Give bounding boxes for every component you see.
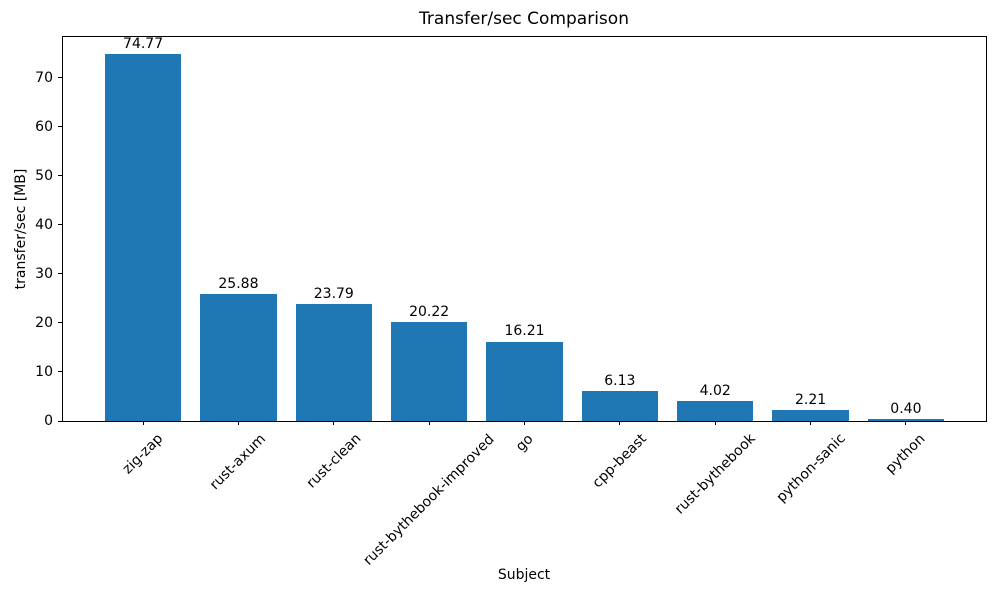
y-axis-tick [58,77,63,79]
bar-value-label: 2.21 [794,392,827,409]
x-axis-tick [142,421,144,425]
y-axis-tick [58,420,63,422]
bar [391,321,468,421]
bar [581,390,658,421]
x-axis-tick [810,421,812,425]
x-tick-label: go [512,430,537,455]
x-tick-label: rust-bythebook [671,431,759,518]
x-axis-tick [905,421,907,425]
y-tick-label: 30 [35,265,53,282]
x-tick-label: python [882,431,929,477]
bar [677,401,754,421]
bar-value-label: 4.02 [699,383,731,400]
y-axis-label: transfer/sec [MB] [13,168,29,290]
bar [200,294,277,421]
y-tick-label: 70 [35,69,53,86]
y-tick-label: 40 [35,216,53,233]
bar [867,419,945,421]
y-axis-tick [58,126,63,128]
bar-value-label: 6.13 [604,372,636,389]
bar-value-label: 20.22 [409,303,450,320]
bar [295,304,372,421]
bar-value-label: 16.21 [504,323,545,340]
y-axis-tick [58,224,63,226]
y-axis-tick [58,273,63,275]
x-tick-label: rust-axum [207,431,270,494]
x-axis-tick [524,421,525,425]
x-axis-tick [428,421,430,425]
x-tick-label: cpp-beast [589,430,651,492]
bar [772,410,849,421]
x-axis-tick [237,421,239,425]
y-tick-label: 20 [35,314,53,331]
x-tick-label: rust-clean [303,430,365,492]
bar [486,341,563,421]
bar-value-label: 23.79 [313,286,354,303]
x-axis-label: Subject [497,567,551,583]
y-tick-label: 60 [35,118,53,135]
bar [104,54,182,421]
x-axis-tick [714,421,716,425]
y-tick-label: 50 [35,167,53,184]
bar-value-label: 25.88 [218,276,259,292]
y-tick-label: 0 [44,413,53,429]
chart-title: Transfer/sec Comparison [419,9,629,29]
plot-area: 0 10 20 30 40 50 60 70 74.77 zig-zap 25.88 rust-axu… [35,36,987,568]
bar-value-label: 74.77 [123,36,164,53]
x-tick-label: rust-bythebook-improved [360,431,498,569]
x-tick-label: zig-zap [119,431,167,478]
bar-value-label: 0.40 [890,400,922,417]
x-axis-tick [619,421,621,425]
x-axis-tick [333,421,335,425]
x-tick-label: python-sanic [773,430,849,507]
y-axis-tick [58,175,63,177]
y-axis-tick [58,371,63,373]
y-axis-tick [58,322,63,324]
y-tick-label: 10 [35,363,53,380]
